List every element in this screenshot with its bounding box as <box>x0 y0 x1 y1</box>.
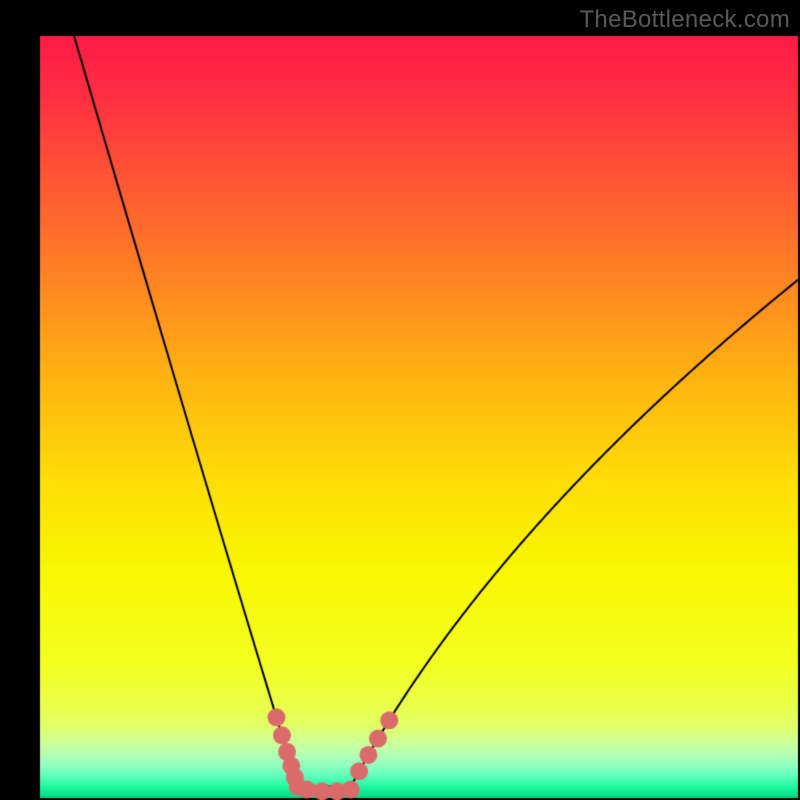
chart-root: TheBottleneck.com <box>0 0 800 800</box>
bottleneck-chart <box>0 0 800 800</box>
watermark-label: TheBottleneck.com <box>579 6 790 34</box>
